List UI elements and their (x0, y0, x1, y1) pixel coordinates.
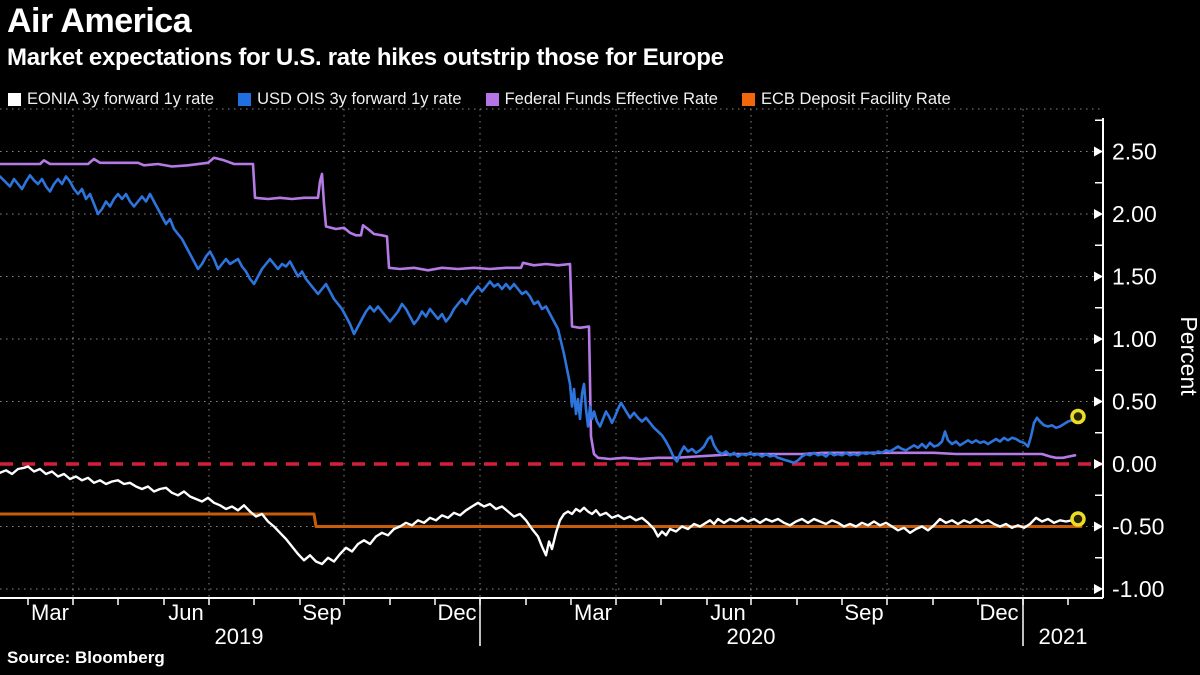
y-major-tick-arrow (1094, 396, 1103, 407)
legend-swatch-ecb-deposit (741, 93, 755, 106)
series-line (0, 156, 1077, 461)
latest-value-marker (1070, 511, 1086, 527)
x-month-label: Dec (979, 600, 1018, 625)
source-attribution: Source: Bloomberg (7, 648, 165, 667)
y-major-tick-arrow (1094, 521, 1103, 532)
y-tick-label: 0.00 (1112, 451, 1157, 477)
y-major-tick-arrow (1094, 209, 1103, 219)
latest-value-marker (1070, 408, 1086, 425)
x-month-label: Dec (437, 600, 476, 625)
legend: EONIA 3y forward 1y rate USD OIS 3y forw… (8, 90, 951, 109)
page-title: Air America (7, 2, 192, 40)
y-major-tick-arrow (1094, 271, 1103, 282)
y-tick-label: 1.00 (1112, 326, 1157, 352)
x-month-label: Mar (574, 600, 612, 625)
y-tick-label: 2.50 (1112, 139, 1157, 165)
x-month-label: Sep (844, 600, 883, 625)
y-major-tick-arrow (1094, 584, 1103, 594)
y-tick-label: 0.50 (1112, 389, 1157, 415)
x-year-label: 2020 (727, 624, 776, 649)
series-line (0, 512, 1083, 528)
legend-swatch-eonia (8, 93, 21, 106)
y-major-tick-arrow (1094, 334, 1103, 344)
series-line (0, 465, 1080, 566)
legend-swatch-usd-ois (238, 93, 252, 106)
x-month-label: Jun (710, 600, 745, 625)
legend-label-fed-funds: Federal Funds Effective Rate (504, 90, 718, 108)
legend-item-usd-ois: USD OIS 3y forward 1y rate (238, 90, 462, 109)
y-tick-label: 2.00 (1112, 201, 1157, 227)
legend-item-ecb-deposit: ECB Deposit Facility Rate (741, 90, 951, 109)
x-year-label: 2021 (1039, 624, 1088, 649)
legend-item-fed-funds: Federal Funds Effective Rate (485, 90, 718, 109)
y-tick-label: -0.50 (1112, 514, 1164, 540)
y-major-tick-arrow (1094, 459, 1103, 469)
y-axis-title: Percent (1176, 316, 1200, 396)
x-year-label: 2019 (215, 624, 264, 649)
legend-swatch-fed-funds (485, 93, 499, 106)
legend-label-usd-ois: USD OIS 3y forward 1y rate (257, 90, 462, 108)
legend-item-eonia: EONIA 3y forward 1y rate (8, 90, 214, 109)
series-line (0, 174, 1080, 465)
chart-subtitle: Market expectations for U.S. rate hikes … (7, 44, 724, 71)
x-month-label: Mar (31, 600, 69, 625)
legend-label-ecb-deposit: ECB Deposit Facility Rate (760, 90, 951, 108)
legend-label-eonia: EONIA 3y forward 1y rate (27, 90, 215, 108)
x-month-label: Jun (168, 600, 203, 625)
y-tick-label: -1.00 (1112, 576, 1164, 602)
x-month-label: Sep (302, 600, 341, 625)
y-major-tick-arrow (1094, 146, 1103, 157)
y-tick-label: 1.50 (1112, 264, 1157, 290)
